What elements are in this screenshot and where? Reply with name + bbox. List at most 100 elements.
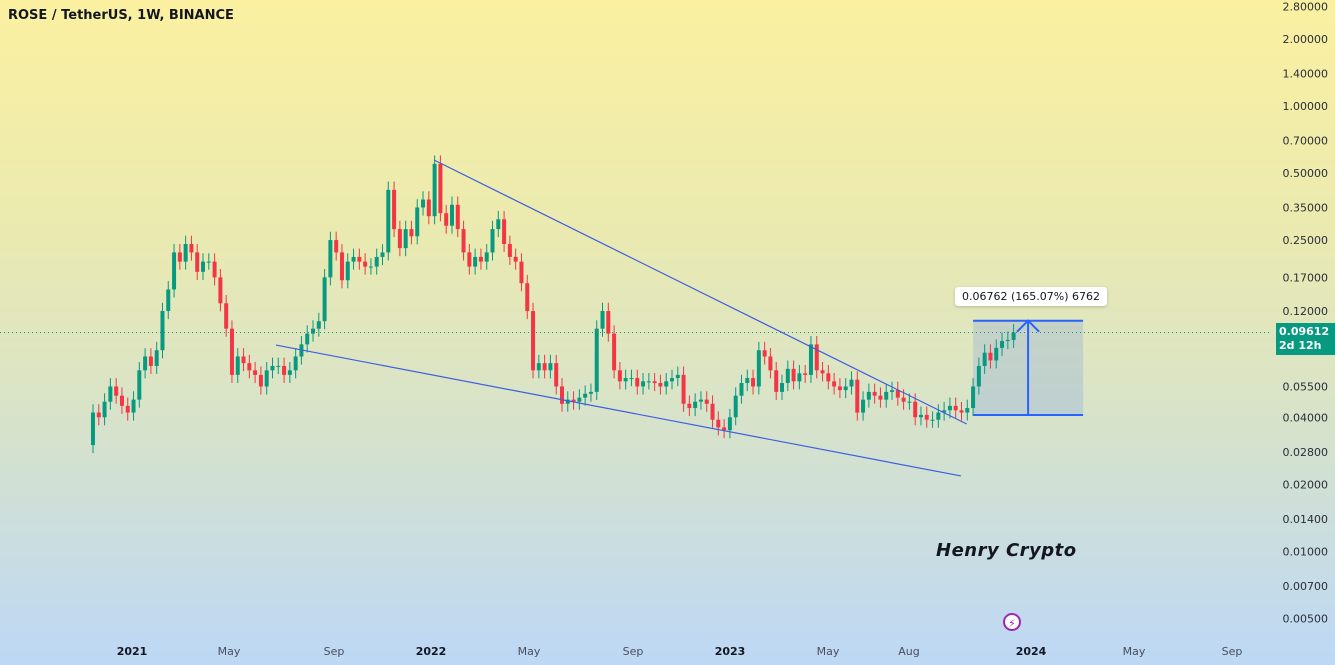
candle bbox=[154, 341, 159, 375]
candle bbox=[751, 369, 756, 395]
y-tick-label: 0.12000 bbox=[1283, 305, 1329, 318]
x-tick-label: 2023 bbox=[715, 645, 746, 658]
candle-body bbox=[484, 252, 489, 262]
candle-body bbox=[583, 393, 588, 398]
candle bbox=[311, 320, 316, 342]
candle-body bbox=[386, 189, 391, 253]
candle bbox=[866, 383, 871, 408]
candle bbox=[739, 374, 744, 404]
candle bbox=[183, 235, 188, 270]
candle bbox=[334, 231, 339, 261]
candle bbox=[670, 369, 674, 390]
candle bbox=[658, 374, 663, 395]
y-tick-label: 0.17000 bbox=[1283, 271, 1329, 284]
candle-body bbox=[942, 410, 947, 413]
candle bbox=[409, 220, 414, 245]
candle-body bbox=[189, 244, 194, 253]
candle-body bbox=[693, 401, 698, 409]
y-tick-label: 0.25000 bbox=[1283, 234, 1329, 247]
lightning-icon[interactable]: ⚡ bbox=[1003, 613, 1021, 631]
candle-body bbox=[195, 252, 200, 272]
candle bbox=[1005, 331, 1010, 350]
y-tick-label: 0.01400 bbox=[1283, 513, 1329, 526]
candle-body bbox=[282, 365, 287, 375]
candle-body bbox=[710, 403, 715, 420]
y-tick-label: 0.70000 bbox=[1283, 134, 1329, 147]
candle bbox=[166, 281, 171, 320]
candle bbox=[617, 361, 622, 390]
candle-body bbox=[785, 368, 790, 384]
candle bbox=[513, 248, 518, 270]
candle bbox=[1011, 324, 1016, 348]
candle-body bbox=[1000, 341, 1005, 348]
candle-body bbox=[496, 219, 501, 230]
candle bbox=[994, 339, 999, 369]
candle-body bbox=[426, 199, 431, 217]
candle bbox=[496, 210, 501, 238]
candle-body bbox=[727, 417, 732, 431]
candle bbox=[895, 381, 900, 406]
candle-body bbox=[826, 373, 831, 382]
candle-body bbox=[959, 410, 964, 413]
candle bbox=[137, 361, 142, 408]
candle-body bbox=[768, 356, 773, 371]
candle bbox=[421, 191, 426, 216]
candle-body bbox=[780, 383, 785, 392]
candle bbox=[455, 196, 460, 238]
candle-body bbox=[930, 419, 935, 421]
candle bbox=[733, 387, 738, 426]
y-tick-label: 0.00500 bbox=[1283, 612, 1329, 625]
candle-body bbox=[1005, 339, 1010, 342]
candle-body bbox=[612, 333, 617, 371]
candle bbox=[148, 348, 153, 375]
x-tick-label: Aug bbox=[898, 645, 919, 658]
candle bbox=[351, 248, 356, 270]
candle bbox=[131, 391, 136, 421]
candle bbox=[646, 373, 651, 390]
candle-body bbox=[247, 363, 252, 371]
candle bbox=[762, 341, 767, 365]
candle-body bbox=[131, 399, 136, 413]
candle-body bbox=[774, 370, 779, 392]
candle-body bbox=[832, 381, 837, 387]
candle-body bbox=[397, 229, 402, 249]
candle bbox=[189, 235, 194, 261]
candle-body bbox=[878, 395, 883, 400]
candle bbox=[316, 312, 321, 337]
candle-body bbox=[264, 370, 269, 387]
candle-body bbox=[502, 219, 507, 245]
candle-body bbox=[646, 381, 651, 383]
candle-body bbox=[235, 356, 240, 375]
current-price-tag: 0.09612 2d 12h bbox=[1276, 323, 1335, 355]
candle-body bbox=[936, 412, 941, 420]
candle bbox=[241, 348, 246, 372]
candle-body bbox=[670, 378, 674, 382]
trendline-lower bbox=[275, 344, 962, 477]
candle bbox=[368, 258, 373, 275]
candle-body bbox=[148, 356, 153, 366]
candle bbox=[704, 391, 709, 412]
candle-body bbox=[884, 391, 889, 400]
candle-body bbox=[293, 356, 298, 371]
candle bbox=[872, 383, 877, 404]
candle-body bbox=[976, 365, 981, 387]
x-tick-label: May bbox=[518, 645, 541, 658]
candle-body bbox=[866, 391, 871, 400]
candle-body bbox=[409, 229, 414, 237]
candle bbox=[102, 393, 107, 426]
candle-body bbox=[415, 207, 420, 237]
candle-body bbox=[114, 386, 119, 396]
candle bbox=[855, 371, 860, 421]
candle-body bbox=[201, 261, 206, 272]
candle-body bbox=[756, 350, 761, 387]
candle-body bbox=[473, 256, 478, 267]
candle bbox=[363, 253, 368, 275]
candle bbox=[357, 248, 362, 270]
candle-body bbox=[808, 344, 813, 375]
candle-body bbox=[91, 412, 95, 446]
candle bbox=[374, 248, 379, 275]
candle-body bbox=[652, 381, 657, 384]
candle bbox=[542, 354, 547, 379]
candle-body bbox=[183, 244, 188, 262]
